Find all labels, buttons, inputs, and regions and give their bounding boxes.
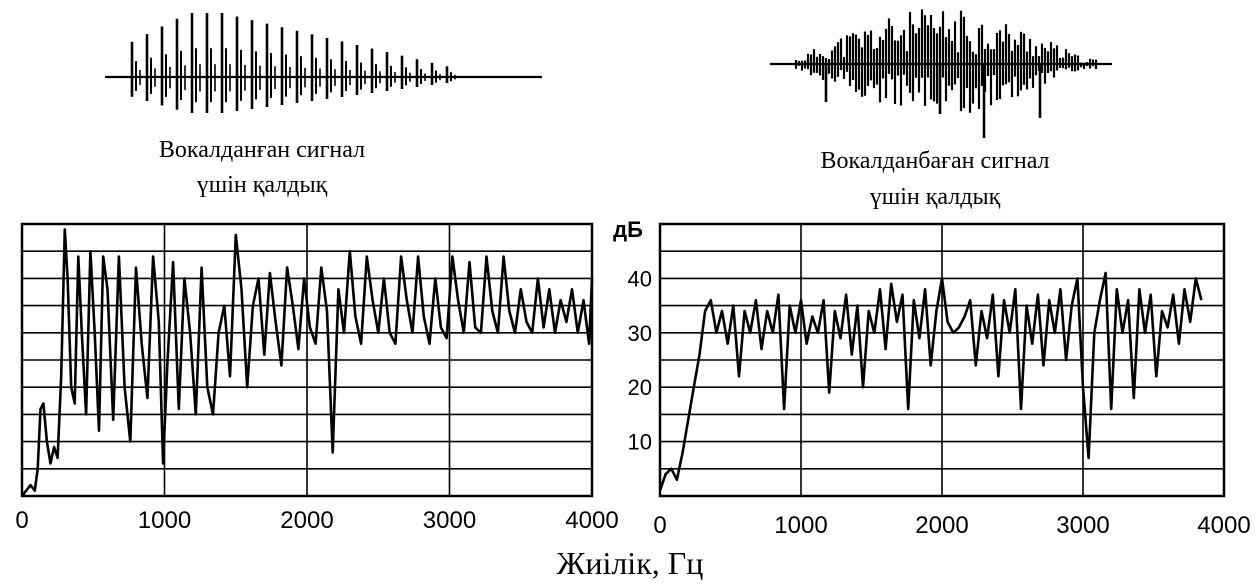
spectrum-line (658, 271, 1203, 492)
y-tick-label: 10 (628, 430, 652, 455)
x-tick-label: 2000 (280, 507, 333, 534)
y-tick-label: 40 (628, 266, 652, 291)
x-tick-label: 4000 (1197, 512, 1250, 539)
spectrum-plot-voiced: 0 1000 2000 3000 4000 (15, 222, 619, 534)
x-tick-label: 1000 (774, 512, 827, 539)
x-tick-label: 1000 (138, 507, 191, 534)
x-tick-label: 3000 (1056, 512, 1109, 539)
spectrum-line (20, 228, 594, 497)
caption-right-line-1: Вокалданбаған сигнал (820, 148, 1049, 174)
x-tick-label: 0 (653, 512, 666, 539)
spectrum-plot-unvoiced: 0 1000 2000 3000 4000 10 20 30 40 (628, 222, 1251, 539)
x-axis-title: Жиілік, Гц (557, 545, 704, 581)
y-axis-unit-label: дБ (613, 217, 643, 242)
caption-right-line-2: үшін қалдық (870, 184, 1001, 210)
unvoiced-residual-waveform (770, 9, 1112, 138)
x-tick-label: 0 (15, 507, 28, 534)
x-tick-label: 2000 (915, 512, 968, 539)
caption-left-line-1: Вокалданған сигнал (159, 137, 365, 163)
voiced-residual-waveform (105, 13, 542, 113)
caption-left-line-2: үшін қалдық (197, 172, 328, 198)
y-tick-label: 20 (628, 375, 652, 400)
x-tick-label: 3000 (423, 507, 476, 534)
y-tick-label: 30 (628, 321, 652, 346)
x-tick-label: 4000 (565, 507, 618, 534)
